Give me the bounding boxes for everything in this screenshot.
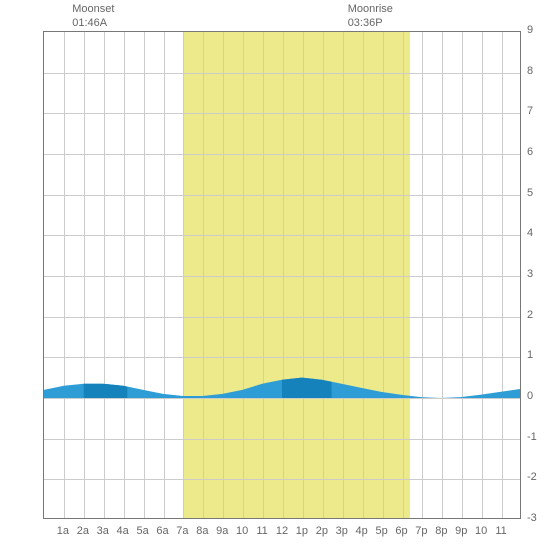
x-tick: 3p — [336, 525, 348, 537]
x-tick: 10 — [236, 525, 248, 537]
y-tick: -2 — [527, 471, 537, 483]
x-tick: 5a — [136, 525, 148, 537]
x-tick: 2p — [316, 525, 328, 537]
y-tick: 4 — [527, 227, 533, 239]
y-tick: 3 — [527, 268, 533, 280]
y-tick: 1 — [527, 349, 533, 361]
moonrise-label: Moonrise03:36P — [348, 2, 393, 31]
x-tick: 10 — [475, 525, 487, 537]
y-tick: 9 — [527, 24, 533, 36]
y-tick: 0 — [527, 390, 533, 402]
plot-area — [43, 31, 521, 519]
x-tick: 11 — [495, 525, 506, 537]
x-tick: 7a — [176, 525, 188, 537]
y-tick: -1 — [527, 431, 537, 443]
x-tick: 4p — [356, 525, 368, 537]
daylight-band — [183, 32, 410, 518]
x-tick: 9p — [455, 525, 467, 537]
x-tick: 8p — [435, 525, 447, 537]
chart-container: -3-2-101234567891a2a3a4a5a6a7a8a9a101112… — [0, 0, 550, 550]
y-tick: -3 — [527, 512, 537, 524]
x-tick: 1p — [296, 525, 308, 537]
x-tick: 5p — [375, 525, 387, 537]
x-tick: 4a — [117, 525, 129, 537]
x-tick: 8a — [196, 525, 208, 537]
y-tick: 7 — [527, 105, 533, 117]
x-tick: 6p — [395, 525, 407, 537]
x-tick: 2a — [77, 525, 89, 537]
x-tick: 1a — [57, 525, 69, 537]
y-tick: 8 — [527, 65, 533, 77]
x-tick: 12 — [276, 525, 288, 537]
y-tick: 6 — [527, 146, 533, 158]
x-tick: 9a — [216, 525, 228, 537]
x-tick: 7p — [415, 525, 427, 537]
moonset-label: Moonset01:46A — [72, 2, 114, 31]
x-tick: 6a — [156, 525, 168, 537]
x-tick: 3a — [97, 525, 109, 537]
y-tick: 5 — [527, 187, 533, 199]
y-tick: 2 — [527, 309, 533, 321]
x-tick: 11 — [256, 525, 267, 537]
